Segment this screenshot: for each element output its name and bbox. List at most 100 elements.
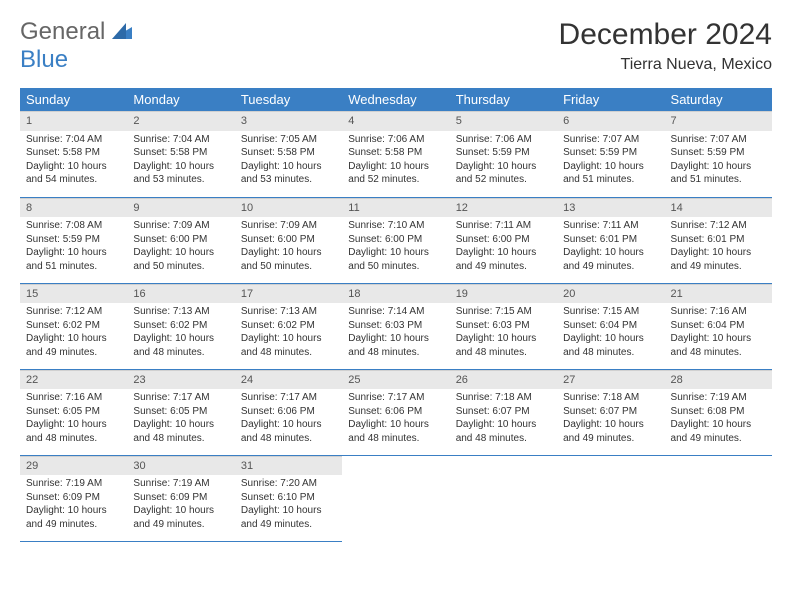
day-body: Sunrise: 7:09 AMSunset: 6:00 PMDaylight:… [127, 217, 234, 277]
daylight-line: Daylight: 10 hours and 51 minutes. [671, 160, 766, 187]
daylight-line: Daylight: 10 hours and 48 minutes. [563, 332, 658, 359]
daylight-line: Daylight: 10 hours and 48 minutes. [671, 332, 766, 359]
day-number: 30 [127, 456, 234, 476]
day-number: 13 [557, 198, 664, 218]
sunrise-line: Sunrise: 7:11 AM [563, 219, 658, 233]
day-body: Sunrise: 7:17 AMSunset: 6:05 PMDaylight:… [127, 389, 234, 449]
day-number: 9 [127, 198, 234, 218]
day-number: 16 [127, 284, 234, 304]
calendar-cell-empty [665, 455, 772, 541]
day-number: 17 [235, 284, 342, 304]
calendar-cell: 23Sunrise: 7:17 AMSunset: 6:05 PMDayligh… [127, 369, 234, 455]
calendar-cell-empty [450, 455, 557, 541]
sunset-line: Sunset: 6:04 PM [671, 319, 766, 333]
calendar-row: 15Sunrise: 7:12 AMSunset: 6:02 PMDayligh… [20, 283, 772, 369]
calendar-cell: 7Sunrise: 7:07 AMSunset: 5:59 PMDaylight… [665, 111, 772, 197]
sunrise-line: Sunrise: 7:13 AM [133, 305, 228, 319]
day-number: 25 [342, 370, 449, 390]
sunrise-line: Sunrise: 7:17 AM [348, 391, 443, 405]
sunset-line: Sunset: 6:09 PM [26, 491, 121, 505]
daylight-line: Daylight: 10 hours and 51 minutes. [563, 160, 658, 187]
weekday-row: SundayMondayTuesdayWednesdayThursdayFrid… [20, 88, 772, 111]
day-number: 6 [557, 111, 664, 131]
daylight-line: Daylight: 10 hours and 48 minutes. [241, 332, 336, 359]
day-body: Sunrise: 7:04 AMSunset: 5:58 PMDaylight:… [20, 131, 127, 191]
sunset-line: Sunset: 5:58 PM [348, 146, 443, 160]
calendar-cell: 18Sunrise: 7:14 AMSunset: 6:03 PMDayligh… [342, 283, 449, 369]
calendar-row: 22Sunrise: 7:16 AMSunset: 6:05 PMDayligh… [20, 369, 772, 455]
day-number: 10 [235, 198, 342, 218]
sunset-line: Sunset: 6:08 PM [671, 405, 766, 419]
day-body: Sunrise: 7:20 AMSunset: 6:10 PMDaylight:… [235, 475, 342, 535]
calendar-cell: 3Sunrise: 7:05 AMSunset: 5:58 PMDaylight… [235, 111, 342, 197]
daylight-line: Daylight: 10 hours and 53 minutes. [133, 160, 228, 187]
sunrise-line: Sunrise: 7:07 AM [671, 133, 766, 147]
calendar-cell: 16Sunrise: 7:13 AMSunset: 6:02 PMDayligh… [127, 283, 234, 369]
day-body: Sunrise: 7:06 AMSunset: 5:59 PMDaylight:… [450, 131, 557, 191]
day-number: 8 [20, 198, 127, 218]
daylight-line: Daylight: 10 hours and 49 minutes. [456, 246, 551, 273]
calendar-cell: 20Sunrise: 7:15 AMSunset: 6:04 PMDayligh… [557, 283, 664, 369]
calendar-cell: 21Sunrise: 7:16 AMSunset: 6:04 PMDayligh… [665, 283, 772, 369]
weekday-header: Tuesday [235, 88, 342, 111]
daylight-line: Daylight: 10 hours and 52 minutes. [456, 160, 551, 187]
day-body: Sunrise: 7:08 AMSunset: 5:59 PMDaylight:… [20, 217, 127, 277]
day-number: 24 [235, 370, 342, 390]
sunrise-line: Sunrise: 7:14 AM [348, 305, 443, 319]
day-number: 20 [557, 284, 664, 304]
daylight-line: Daylight: 10 hours and 48 minutes. [241, 418, 336, 445]
sunset-line: Sunset: 6:01 PM [671, 233, 766, 247]
sunrise-line: Sunrise: 7:07 AM [563, 133, 658, 147]
logo-line2: Blue [20, 46, 68, 73]
sunrise-line: Sunrise: 7:20 AM [241, 477, 336, 491]
day-number: 19 [450, 284, 557, 304]
sunset-line: Sunset: 6:09 PM [133, 491, 228, 505]
daylight-line: Daylight: 10 hours and 49 minutes. [26, 332, 121, 359]
sunrise-line: Sunrise: 7:13 AM [241, 305, 336, 319]
daylight-line: Daylight: 10 hours and 48 minutes. [348, 418, 443, 445]
daylight-line: Daylight: 10 hours and 49 minutes. [241, 504, 336, 531]
day-number: 12 [450, 198, 557, 218]
day-body: Sunrise: 7:04 AMSunset: 5:58 PMDaylight:… [127, 131, 234, 191]
day-body: Sunrise: 7:18 AMSunset: 6:07 PMDaylight:… [557, 389, 664, 449]
sunrise-line: Sunrise: 7:17 AM [133, 391, 228, 405]
calendar-cell: 10Sunrise: 7:09 AMSunset: 6:00 PMDayligh… [235, 197, 342, 283]
calendar-cell: 13Sunrise: 7:11 AMSunset: 6:01 PMDayligh… [557, 197, 664, 283]
calendar-cell: 1Sunrise: 7:04 AMSunset: 5:58 PMDaylight… [20, 111, 127, 197]
sunset-line: Sunset: 6:03 PM [348, 319, 443, 333]
sunrise-line: Sunrise: 7:10 AM [348, 219, 443, 233]
sunset-line: Sunset: 5:58 PM [241, 146, 336, 160]
calendar-cell: 6Sunrise: 7:07 AMSunset: 5:59 PMDaylight… [557, 111, 664, 197]
sunrise-line: Sunrise: 7:04 AM [133, 133, 228, 147]
sunset-line: Sunset: 6:04 PM [563, 319, 658, 333]
calendar-cell: 11Sunrise: 7:10 AMSunset: 6:00 PMDayligh… [342, 197, 449, 283]
sunset-line: Sunset: 6:01 PM [563, 233, 658, 247]
calendar-cell: 17Sunrise: 7:13 AMSunset: 6:02 PMDayligh… [235, 283, 342, 369]
day-body: Sunrise: 7:06 AMSunset: 5:58 PMDaylight:… [342, 131, 449, 191]
sunset-line: Sunset: 6:07 PM [456, 405, 551, 419]
day-number: 4 [342, 111, 449, 131]
sunset-line: Sunset: 6:00 PM [348, 233, 443, 247]
calendar-cell: 19Sunrise: 7:15 AMSunset: 6:03 PMDayligh… [450, 283, 557, 369]
sunset-line: Sunset: 6:02 PM [133, 319, 228, 333]
calendar-cell: 24Sunrise: 7:17 AMSunset: 6:06 PMDayligh… [235, 369, 342, 455]
day-number: 2 [127, 111, 234, 131]
calendar-head: SundayMondayTuesdayWednesdayThursdayFrid… [20, 88, 772, 111]
sunset-line: Sunset: 6:05 PM [26, 405, 121, 419]
daylight-line: Daylight: 10 hours and 48 minutes. [456, 332, 551, 359]
daylight-line: Daylight: 10 hours and 51 minutes. [26, 246, 121, 273]
day-body: Sunrise: 7:15 AMSunset: 6:03 PMDaylight:… [450, 303, 557, 363]
sunrise-line: Sunrise: 7:15 AM [456, 305, 551, 319]
daylight-line: Daylight: 10 hours and 50 minutes. [241, 246, 336, 273]
sunset-line: Sunset: 6:06 PM [241, 405, 336, 419]
sunrise-line: Sunrise: 7:06 AM [456, 133, 551, 147]
sunset-line: Sunset: 6:00 PM [456, 233, 551, 247]
sunset-line: Sunset: 5:59 PM [671, 146, 766, 160]
daylight-line: Daylight: 10 hours and 48 minutes. [26, 418, 121, 445]
sunset-line: Sunset: 6:02 PM [241, 319, 336, 333]
daylight-line: Daylight: 10 hours and 48 minutes. [133, 418, 228, 445]
daylight-line: Daylight: 10 hours and 49 minutes. [671, 418, 766, 445]
daylight-line: Daylight: 10 hours and 50 minutes. [133, 246, 228, 273]
sunset-line: Sunset: 6:00 PM [241, 233, 336, 247]
sunrise-line: Sunrise: 7:08 AM [26, 219, 121, 233]
